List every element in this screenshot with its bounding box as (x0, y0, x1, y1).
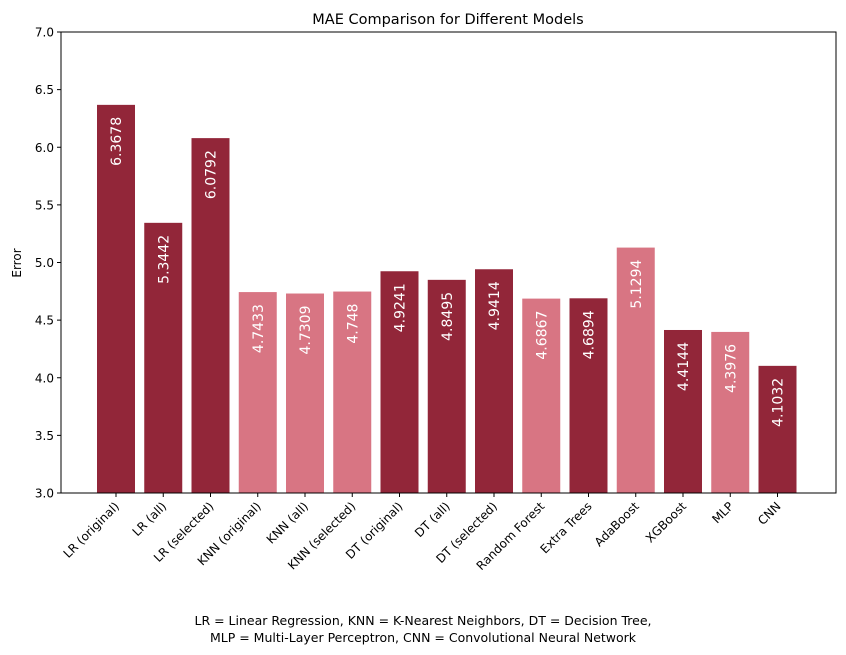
bar (475, 269, 513, 493)
y-tick-label: 4.5 (35, 314, 54, 328)
x-tick-label: AdaBoost (592, 499, 642, 549)
bar-value-label: 4.7433 (251, 304, 267, 353)
y-tick-label: 3.5 (35, 429, 54, 443)
y-tick-label: 6.0 (35, 141, 54, 155)
x-tick-label: CNN (755, 499, 784, 528)
bar (758, 365, 797, 493)
bar-value-label: 6.3678 (109, 117, 125, 166)
bar-value-label: 5.1294 (629, 260, 645, 309)
x-tick-label: LR (original) (61, 499, 123, 561)
bars-group (97, 104, 797, 494)
bar-value-label: 4.6867 (534, 311, 550, 360)
y-tick-label: 5.5 (35, 198, 54, 212)
bar-value-label: 4.748 (345, 304, 361, 344)
bar (664, 329, 702, 493)
bar (97, 104, 135, 493)
bar (380, 271, 419, 493)
y-tick-label: 4.0 (35, 371, 54, 385)
bar-value-label: 4.8495 (440, 292, 456, 341)
x-tick-label: DT (all) (412, 499, 453, 540)
x-tick-label: Extra Trees (538, 499, 595, 556)
y-axis-ticks: 3.0 3.5 4.0 4.5 5.0 5.5 6.0 6.5 7.0 (35, 26, 61, 501)
x-tick-label: MLP (709, 499, 736, 526)
footnote-line-2: MLP = Multi-Layer Perceptron, CNN = Conv… (209, 630, 637, 645)
bar-value-label: 4.4144 (676, 342, 692, 391)
x-tick-label: XGBoost (643, 499, 689, 545)
bar (333, 291, 372, 493)
x-tick-label: LR (all) (130, 499, 170, 539)
bar (191, 138, 230, 493)
bar-value-label: 6.0792 (204, 150, 220, 199)
bar (569, 298, 608, 493)
footnote-line-1: LR = Linear Regression, KNN = K-Nearest … (194, 613, 652, 628)
bar-value-label: 4.7309 (298, 306, 314, 355)
mae-bar-chart: MAE Comparison for Different Models Erro… (10, 12, 837, 573)
x-axis-ticks: LR (original) LR (all)LR (selected)KNN (o… (61, 493, 784, 573)
x-tick-label: KNN (all) (264, 499, 311, 546)
bar (616, 247, 655, 493)
bar-value-label: 4.3976 (723, 344, 739, 393)
y-tick-label: 5.0 (35, 256, 54, 270)
bar-value-label: 4.6894 (582, 310, 598, 359)
y-axis-label: Error (10, 248, 24, 277)
bar (144, 222, 183, 494)
chart-title: MAE Comparison for Different Models (312, 12, 583, 28)
bar (286, 293, 324, 493)
y-tick-label: 7.0 (35, 26, 54, 40)
bar (711, 331, 750, 493)
bar (522, 298, 561, 493)
value-labels-group: 6.3678 5.3442 6.0792 4.7433 4.7309 4.748 4.924… (109, 117, 787, 427)
bar-value-label: 4.9241 (393, 283, 409, 332)
bar-value-label: 4.1032 (771, 378, 787, 427)
bar (238, 292, 277, 493)
y-tick-label: 6.5 (35, 83, 54, 97)
bar-value-label: 4.9414 (487, 281, 503, 330)
bar (427, 279, 466, 493)
bar-value-label: 5.3442 (156, 235, 172, 284)
y-tick-label: 3.0 (35, 487, 54, 501)
plot-frame (60, 31, 837, 494)
